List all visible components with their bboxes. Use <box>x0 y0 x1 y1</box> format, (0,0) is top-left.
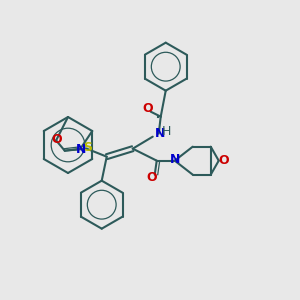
Text: O: O <box>146 171 157 184</box>
Text: N: N <box>76 143 86 156</box>
Text: N: N <box>169 153 180 166</box>
Text: O: O <box>52 133 62 146</box>
Text: O: O <box>218 154 229 167</box>
Text: S: S <box>83 141 92 154</box>
Text: N: N <box>154 127 165 140</box>
Text: H: H <box>162 125 171 138</box>
Text: O: O <box>142 102 153 115</box>
